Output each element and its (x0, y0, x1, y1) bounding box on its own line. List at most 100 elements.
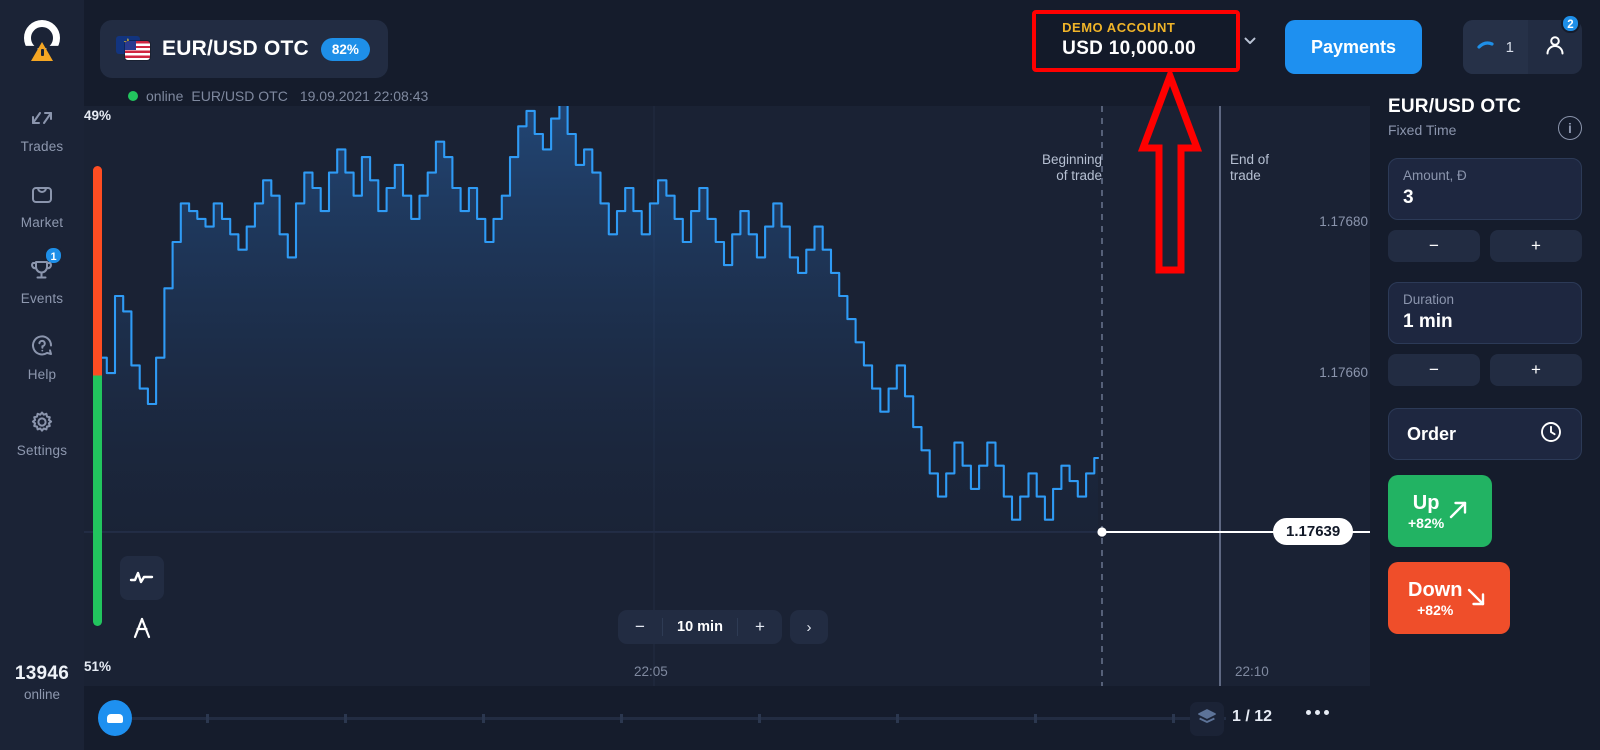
down-label: Down (1408, 578, 1463, 601)
account-balance: USD 10,000.00 (1062, 38, 1196, 59)
online-label: online (23, 687, 61, 702)
amount-label: Amount, Đ (1403, 168, 1467, 183)
info-icon[interactable]: i (1558, 116, 1582, 140)
sidebar-item-help[interactable]: Help (0, 318, 84, 394)
account-selector-wrap: DEMO ACCOUNT USD 10,000.00 (1032, 10, 1256, 72)
timeframe-increase-button[interactable]: + (738, 610, 782, 644)
deposit-count: 1 (1505, 38, 1514, 56)
trade-panel-title: EUR/USD OTC (1388, 96, 1522, 117)
duration-increase-button[interactable]: + (1490, 354, 1582, 386)
profile-button[interactable]: 2 (1528, 14, 1582, 74)
scroll-tick (1034, 714, 1037, 723)
scroll-tick (620, 714, 623, 723)
clock-icon (1539, 420, 1563, 449)
asset-payout-badge: 82% (320, 37, 370, 61)
sidebar-item-settings[interactable]: Settings (0, 394, 84, 470)
online-users: 13946 online (0, 663, 84, 702)
duration-value: 1 min (1403, 311, 1453, 332)
amount-field[interactable]: Amount, Đ 3 (1388, 158, 1582, 220)
end-of-trade-label: End of trade (1230, 152, 1270, 183)
divider (736, 618, 738, 636)
eu-us-flag-pair-icon (116, 36, 150, 62)
duration-label: Duration (1403, 292, 1455, 307)
layers-icon (1197, 708, 1217, 731)
account-selector[interactable]: DEMO ACCOUNT USD 10,000.00 (1032, 10, 1240, 72)
platform-logo[interactable] (18, 16, 66, 64)
amount-decrease-button[interactable]: − (1388, 230, 1480, 262)
deposit-icon (1477, 37, 1499, 58)
events-trophy-icon (27, 255, 57, 285)
payments-button[interactable]: Payments (1284, 20, 1422, 74)
account-type-label: DEMO ACCOUNT (1062, 20, 1176, 35)
more-options-button[interactable] (1306, 710, 1329, 715)
status-state: online (146, 88, 184, 104)
sidebar-item-label: Help (27, 366, 57, 382)
asset-tab[interactable]: EUR/USD OTC 82% (100, 20, 388, 78)
order-button[interactable]: Order (1388, 408, 1582, 460)
sidebar-item-label: Settings (16, 442, 68, 458)
up-trade-button[interactable]: Up +82% (1388, 475, 1493, 547)
up-label: Up (1412, 491, 1440, 514)
drawing-tools-button[interactable] (120, 608, 164, 652)
chart-scrollbar-track[interactable] (126, 714, 1226, 723)
scroll-tick (482, 714, 485, 723)
sentiment-down-percent: 51% (84, 659, 112, 674)
duration-decrease-button[interactable]: − (1388, 354, 1480, 386)
scroll-tick (758, 714, 761, 723)
user-avatar-icon (1542, 32, 1568, 63)
chart-canvas (84, 106, 1370, 686)
sidebar-item-label: Events (20, 290, 64, 306)
scroll-tick (1172, 714, 1175, 723)
trade-panel-subtitle: Fixed Time (1388, 122, 1457, 138)
sidebar-nav: Trades Market 1 (0, 90, 84, 470)
sidebar-item-label: Trades (20, 138, 64, 154)
drawing-tools-icon (129, 616, 155, 645)
chart-scrollbar-thumb[interactable] (98, 700, 132, 736)
chart-type-button[interactable] (120, 556, 164, 600)
scroll-tick (344, 714, 347, 723)
sidebar-item-market[interactable]: Market (0, 166, 84, 242)
duration-field[interactable]: Duration 1 min (1388, 282, 1582, 344)
left-sidebar: Trades Market 1 (0, 0, 84, 750)
current-price-label: 1.17639 (1273, 518, 1354, 545)
scroll-tick (896, 714, 899, 723)
amount-value: 3 (1403, 187, 1414, 208)
more-dot (1306, 710, 1311, 715)
amount-increase-button[interactable]: + (1490, 230, 1582, 262)
timeframe-decrease-button[interactable]: − (618, 610, 662, 644)
events-badge: 1 (44, 246, 63, 265)
profile-badge: 2 (1561, 14, 1580, 33)
more-dot (1315, 710, 1320, 715)
help-question-icon (27, 331, 57, 361)
time-axis-tick: 22:10 (1235, 664, 1269, 679)
top-right-controls: 1 2 (1462, 14, 1582, 74)
gear-icon (27, 407, 57, 437)
arrow-up-right-icon (1444, 496, 1472, 527)
trades-icon (27, 103, 57, 133)
deposit-button[interactable]: 1 (1462, 20, 1528, 74)
sentiment-up-percent: 49% (84, 108, 112, 123)
us-flag-icon (125, 41, 150, 60)
bottom-bar: 1 / 12 (84, 686, 1600, 750)
trade-panel: EUR/USD OTC Fixed Time i Amount, Đ 3 − +… (1370, 96, 1600, 750)
amount-steppers: − + (1388, 230, 1582, 262)
timeframe-next-button[interactable]: › (789, 610, 828, 644)
timeframe-control: − 10 min + › (618, 610, 828, 644)
beginning-of-trade-label: Beginning of trade (1041, 152, 1102, 183)
sidebar-item-label: Market (20, 214, 64, 230)
page-indicator: 1 / 12 (1232, 708, 1273, 725)
divider (662, 618, 663, 636)
market-icon (27, 179, 57, 209)
more-dot (1324, 710, 1329, 715)
layers-button[interactable] (1190, 702, 1224, 736)
sidebar-item-trades[interactable]: Trades (0, 90, 84, 166)
down-trade-button[interactable]: Down +82% (1388, 562, 1511, 634)
asset-name: EUR/USD OTC (162, 37, 309, 60)
status-asset: EUR/USD OTC (191, 88, 288, 104)
price-axis-tick: 1.17680 (1319, 214, 1368, 229)
connection-status: online EUR/USD OTC 19.09.2021 22:08:43 (128, 88, 428, 104)
status-datetime: 19.09.2021 22:08:43 (299, 88, 429, 104)
chevron-down-icon[interactable] (1242, 33, 1258, 54)
sidebar-item-events[interactable]: 1 Events (0, 242, 84, 318)
